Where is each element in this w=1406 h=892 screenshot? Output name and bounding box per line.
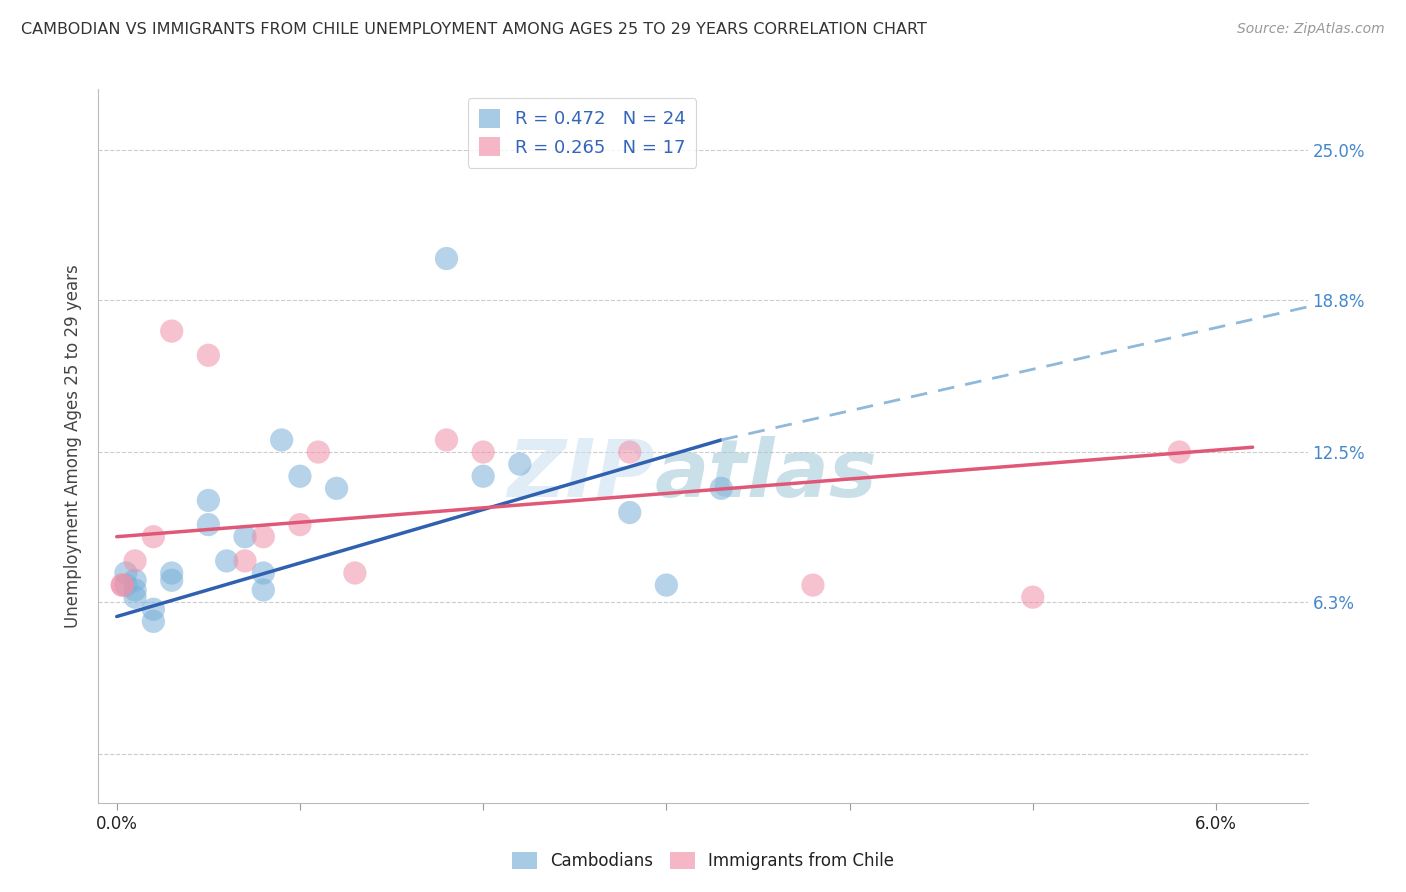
Point [197, 348, 219, 362]
Point [233, 554, 256, 568]
Point [655, 578, 678, 592]
Point [252, 582, 274, 597]
Point [270, 433, 292, 447]
Legend: Cambodians, Immigrants from Chile: Cambodians, Immigrants from Chile [505, 845, 901, 877]
Point [124, 590, 146, 604]
Point [325, 481, 347, 495]
Point [801, 578, 824, 592]
Point [472, 469, 495, 483]
Point [233, 530, 256, 544]
Point [111, 578, 134, 592]
Point [142, 530, 165, 544]
Point [124, 574, 146, 588]
Point [111, 578, 134, 592]
Point [160, 566, 183, 580]
Point [307, 445, 329, 459]
Point [288, 517, 311, 532]
Point [436, 252, 458, 266]
Text: Source: ZipAtlas.com: Source: ZipAtlas.com [1237, 22, 1385, 37]
Point [124, 582, 146, 597]
Point [619, 445, 641, 459]
Point [142, 602, 165, 616]
Point [197, 517, 219, 532]
Point [252, 530, 274, 544]
Point [124, 554, 146, 568]
Point [436, 433, 458, 447]
Text: atlas: atlas [655, 435, 877, 514]
Point [343, 566, 366, 580]
Text: CAMBODIAN VS IMMIGRANTS FROM CHILE UNEMPLOYMENT AMONG AGES 25 TO 29 YEARS CORREL: CAMBODIAN VS IMMIGRANTS FROM CHILE UNEMP… [21, 22, 927, 37]
Point [1168, 445, 1191, 459]
Point [160, 574, 183, 588]
Point [619, 506, 641, 520]
Point [509, 457, 531, 471]
Point [142, 615, 165, 629]
Point [115, 566, 138, 580]
Y-axis label: Unemployment Among Ages 25 to 29 years: Unemployment Among Ages 25 to 29 years [65, 264, 83, 628]
Point [1022, 590, 1045, 604]
Point [215, 554, 238, 568]
Point [115, 578, 138, 592]
Point [710, 481, 733, 495]
Point [160, 324, 183, 338]
Text: ZIP: ZIP [508, 435, 655, 514]
Point [472, 445, 495, 459]
Point [197, 493, 219, 508]
Point [288, 469, 311, 483]
Point [252, 566, 274, 580]
